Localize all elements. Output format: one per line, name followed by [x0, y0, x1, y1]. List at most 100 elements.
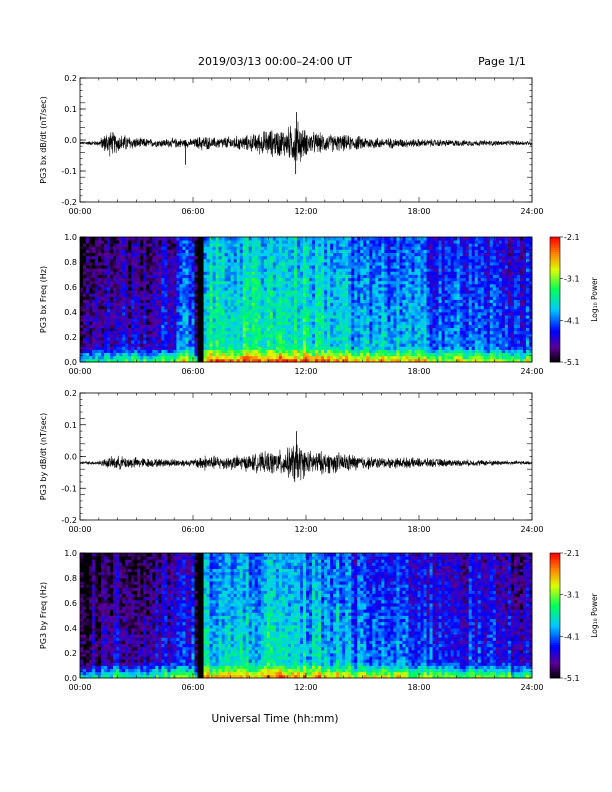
heatmap-cell: [278, 265, 283, 269]
heatmap-cell: [414, 299, 418, 304]
heatmap-cell: [239, 290, 244, 294]
heatmap-cell: [444, 343, 449, 347]
heatmap-cell: [405, 358, 409, 363]
heatmap-cell: [161, 287, 165, 291]
heatmap-cell: [218, 337, 223, 341]
heatmap-cell: [266, 243, 271, 247]
heatmap-cell: [336, 343, 340, 347]
heatmap-cell: [107, 327, 111, 332]
heatmap-cell: [188, 296, 192, 300]
heatmap-cell: [248, 358, 253, 363]
heatmap-cell: [420, 258, 424, 263]
heatmap-cell: [128, 330, 132, 335]
heatmap-cell: [296, 262, 301, 266]
heatmap-cell: [227, 315, 232, 319]
heatmap-cell: [272, 324, 277, 329]
heatmap-cell: [233, 355, 238, 360]
heatmap-cell: [110, 349, 114, 354]
heatmap-cell: [402, 315, 406, 319]
heatmap-cell: [321, 280, 325, 285]
heatmap-cell: [381, 352, 385, 357]
heatmap-cell: [330, 268, 334, 272]
heatmap-cell: [254, 296, 259, 300]
heatmap-cell: [327, 340, 331, 344]
heatmap-cell: [239, 358, 244, 363]
heatmap-cell: [155, 283, 159, 288]
heatmap-cell: [212, 346, 216, 350]
heatmap-cell: [221, 346, 226, 350]
heatmap-cell: [86, 308, 90, 313]
heatmap-cell: [257, 305, 262, 310]
heatmap-cell: [299, 252, 304, 257]
heatmap-cell: [242, 321, 247, 325]
heatmap-cell: [137, 243, 141, 247]
heatmap-cell: [312, 271, 316, 275]
heatmap-cell: [441, 346, 446, 350]
heatmap-cell: [420, 287, 424, 291]
heatmap-cell: [167, 324, 171, 329]
heatmap-cell: [98, 308, 102, 313]
heatmap-cell: [405, 243, 409, 247]
heatmap-cell: [95, 349, 99, 354]
heatmap-cell: [224, 265, 229, 269]
heatmap-cell: [321, 255, 325, 260]
heatmap-cell: [399, 252, 403, 257]
heatmap-cell: [438, 352, 442, 357]
heatmap-cell: [230, 340, 235, 344]
heatmap-cell: [215, 318, 220, 322]
heatmap-cell: [402, 337, 406, 341]
heatmap-cell: [119, 346, 123, 350]
heatmap-cell: [381, 321, 385, 325]
heatmap-cell: [366, 268, 370, 272]
heatmap-cell: [357, 252, 361, 257]
heatmap-cell: [435, 333, 439, 338]
heatmap-cell: [309, 312, 313, 316]
heatmap-cell: [345, 271, 349, 275]
heatmap-cell: [372, 308, 376, 313]
heatmap-cell: [315, 240, 319, 244]
heatmap-cell: [140, 312, 144, 316]
heatmap-cell: [378, 265, 382, 269]
heatmap-cell: [396, 293, 400, 297]
heatmap-cell: [387, 315, 391, 319]
heatmap-cell: [296, 355, 301, 360]
heatmap-cell: [408, 252, 412, 257]
heatmap-cell: [86, 330, 90, 335]
heatmap-cell: [221, 280, 226, 285]
heatmap-cell: [390, 346, 394, 350]
heatmap-cell: [257, 318, 262, 322]
heatmap-cell: [435, 358, 439, 363]
heatmap-cell: [366, 299, 370, 304]
heatmap-cell: [248, 293, 253, 297]
heatmap-cell: [110, 337, 114, 341]
heatmap-cell: [200, 340, 204, 344]
heatmap-cell: [318, 280, 322, 285]
heatmap-cell: [260, 255, 265, 260]
heatmap-cell: [441, 249, 446, 254]
heatmap-cell: [224, 337, 229, 341]
heatmap-cell: [134, 265, 138, 269]
heatmap-cell: [366, 271, 370, 275]
heatmap-cell: [369, 277, 373, 282]
heatmap-cell: [89, 249, 93, 254]
heatmap-cell: [227, 312, 232, 316]
heatmap-cell: [435, 355, 439, 360]
heatmap-cell: [182, 271, 186, 275]
heatmap-cell: [203, 321, 207, 325]
heatmap-cell: [296, 240, 301, 244]
heatmap-cell: [369, 299, 373, 304]
heatmap-cell: [306, 358, 310, 363]
heatmap-cell: [393, 246, 397, 250]
heatmap-cell: [104, 243, 108, 247]
heatmap-cell: [140, 277, 144, 282]
heatmap-cell: [318, 302, 322, 307]
heatmap-cell: [390, 308, 394, 313]
heatmap-cell: [441, 277, 446, 282]
heatmap-cell: [248, 283, 253, 288]
heatmap-cell: [221, 330, 226, 335]
heatmap-cell: [122, 265, 126, 269]
heatmap-cell: [137, 274, 141, 279]
heatmap-cell: [444, 293, 449, 297]
heatmap-cell: [254, 340, 259, 344]
heatmap-cell: [321, 324, 325, 329]
